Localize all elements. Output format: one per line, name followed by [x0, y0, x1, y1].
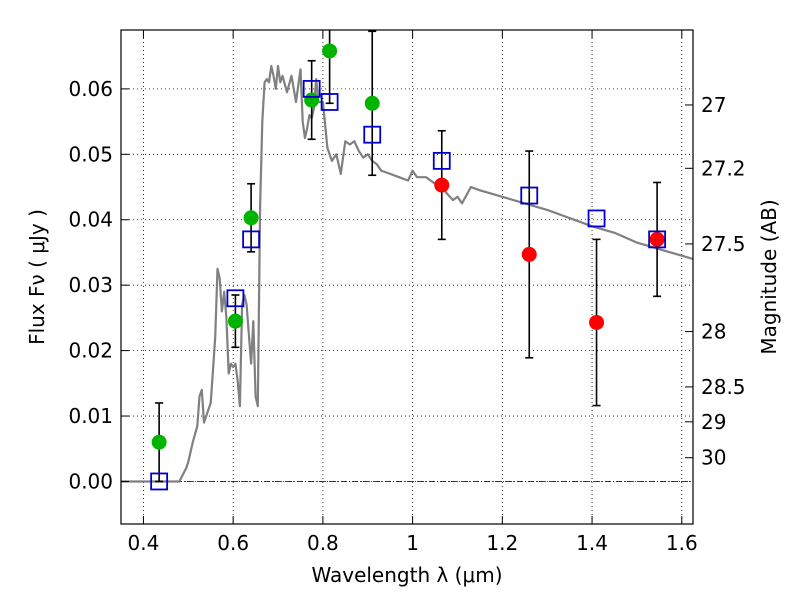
- y-axis-ticks: 0.00 0.01 0.02 0.03 0.04 0.05 0.06: [68, 77, 129, 493]
- model-flux-square: [226, 289, 245, 308]
- y2-tick-label: 27: [701, 93, 726, 117]
- y2-tick-label: 29: [701, 410, 726, 434]
- y-axis-label: Flux Fν ( μJy ): [25, 209, 49, 345]
- observed-flux-point: [364, 95, 380, 111]
- y2-axis-ticks: 27 27.2 27.5 28 28.5 29 30: [685, 93, 746, 470]
- y-tick-label: 0.04: [68, 208, 113, 232]
- y-tick-label: 0.03: [68, 273, 113, 297]
- plot-frame: [120, 29, 694, 525]
- observed-flux-point: [521, 246, 537, 262]
- x-tick-label: 1.4: [576, 531, 608, 555]
- x-tick-label: 1.2: [486, 531, 518, 555]
- y-tick-label: 0.02: [68, 339, 113, 363]
- model-spectrum: [121, 64, 694, 483]
- model-spectrum-line: [121, 64, 694, 483]
- y-tick-label: 0.01: [68, 404, 113, 428]
- y-tick-label: 0.06: [68, 77, 113, 101]
- y2-tick-label: 28: [701, 320, 726, 344]
- x-axis-ticks: 0.4 0.6 0.8 1 1.2 1.4 1.6: [128, 30, 698, 555]
- model-flux-square: [432, 151, 451, 170]
- model-flux-square: [520, 186, 539, 205]
- observed-flux-point: [589, 314, 605, 330]
- y2-tick-label: 30: [701, 446, 726, 470]
- x-axis-label: Wavelength λ (μm): [311, 563, 502, 587]
- observed-flux-point: [304, 92, 320, 108]
- x-tick-label: 1.6: [666, 531, 698, 555]
- observed-flux-point: [227, 313, 243, 329]
- x-tick-label: 0.4: [128, 531, 160, 555]
- model-flux-square: [242, 230, 261, 249]
- observed-flux-point: [434, 177, 450, 193]
- model-flux-square: [363, 125, 382, 144]
- x-tick-label: 0.6: [217, 531, 249, 555]
- y2-tick-label: 28.5: [701, 375, 746, 399]
- data-points: [150, 43, 667, 491]
- y2-axis-label: Magnitude (AB): [757, 199, 781, 354]
- observed-flux-point: [322, 43, 338, 59]
- observed-flux-point: [151, 434, 167, 450]
- y-tick-label: 0.00: [68, 469, 113, 493]
- model-flux-square: [320, 93, 339, 111]
- observed-flux-point: [649, 231, 665, 247]
- x-tick-label: 1: [406, 531, 419, 555]
- y-tick-label: 0.05: [68, 142, 113, 166]
- y2-tick-label: 27.2: [701, 156, 746, 180]
- y2-tick-label: 27.5: [701, 232, 746, 256]
- observed-flux-point: [243, 210, 259, 226]
- model-flux-square: [150, 472, 169, 491]
- model-flux-square: [302, 79, 321, 98]
- x-tick-label: 0.8: [307, 531, 339, 555]
- model-flux-square: [587, 209, 606, 228]
- model-flux-square: [648, 230, 667, 249]
